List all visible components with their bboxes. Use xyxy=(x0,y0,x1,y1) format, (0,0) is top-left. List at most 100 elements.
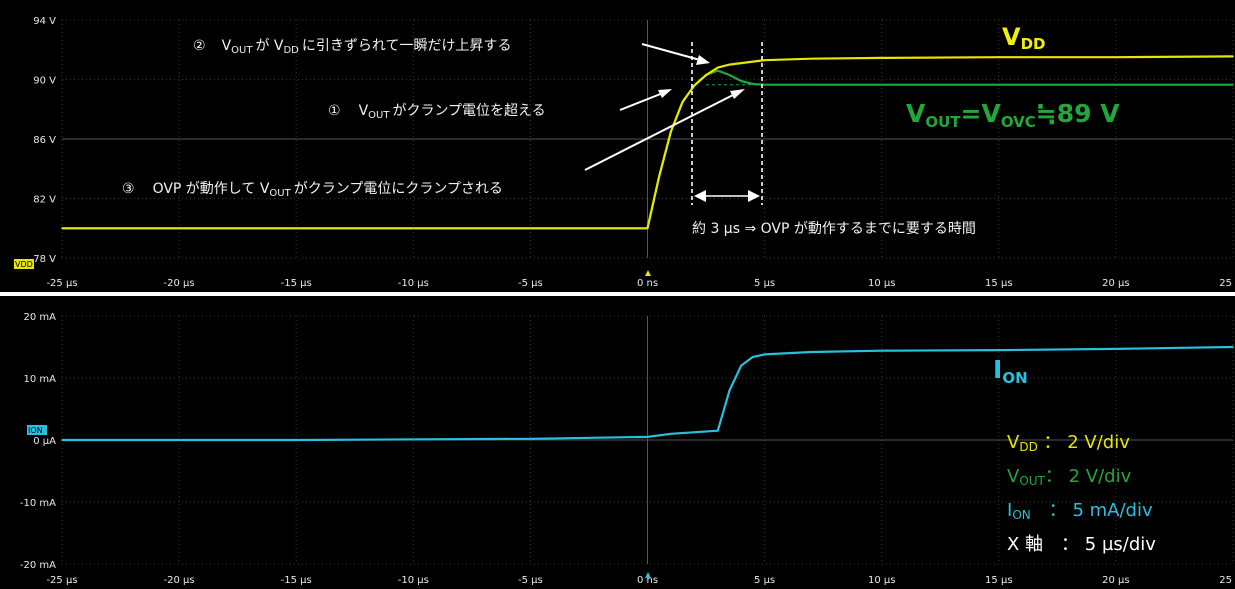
data-point-vout xyxy=(998,83,1000,86)
x-tick-label: 25 µs xyxy=(1219,575,1235,586)
delay-bracket xyxy=(691,42,763,205)
x-tick-label: -20 µs xyxy=(164,278,195,289)
data-point-ion xyxy=(670,433,672,435)
y-tick-label: 78 V xyxy=(33,254,56,265)
vdd-channel-marker: VDD xyxy=(14,259,34,269)
annotation-2: ② VOUT が VDD に引きずられて一瞬だけ上昇する xyxy=(193,38,511,56)
x-tick-label: -15 µs xyxy=(281,575,312,586)
data-point-vdd xyxy=(693,84,696,87)
scale-legend-row: VOUT： 2 V/div xyxy=(1007,466,1132,488)
traces xyxy=(61,55,1234,442)
trigger-marker-bottom xyxy=(645,572,651,578)
data-point-vdd xyxy=(880,57,883,59)
data-point-vout xyxy=(880,83,883,86)
y-tick-label: 82 V xyxy=(33,195,56,206)
data-point-ion xyxy=(1115,348,1117,350)
data-point-vdd xyxy=(716,66,719,69)
x-tick-label: 20 µs xyxy=(1102,575,1129,586)
y-tick-label: 20 mA xyxy=(24,312,57,323)
data-point-ion xyxy=(295,439,298,441)
data-point-vdd xyxy=(1232,55,1234,58)
y-tick-label: 0 µA xyxy=(33,436,56,447)
x-tick-label: -25 µs xyxy=(46,278,77,289)
data-point-vdd xyxy=(670,130,672,133)
tick-labels: -25 µs -20 µs -15 µs -10 µs -5 µs 0 ns 5 µs 10 … xyxy=(20,16,1235,586)
x-tick-label: -10 µs xyxy=(398,278,429,289)
ion-channel-marker: ION xyxy=(27,425,47,435)
x-tick-label: 10 µs xyxy=(868,575,895,586)
annotation-arrows xyxy=(584,43,745,171)
data-point-ion xyxy=(740,364,742,367)
x-tick-label: 5 µs xyxy=(754,575,775,586)
vdd-label: VDD xyxy=(1002,23,1045,53)
data-point-vdd xyxy=(752,60,754,63)
svg-text:ION: ION xyxy=(28,426,43,435)
data-point-ion xyxy=(61,439,63,441)
x-tick-label: 25 µs xyxy=(1219,278,1235,289)
x-tick-label: 0 ns xyxy=(637,575,658,586)
data-point-vdd xyxy=(646,227,649,230)
x-tick-label: 5 µs xyxy=(754,278,775,289)
data-point-vout xyxy=(810,83,813,86)
data-point-vdd xyxy=(412,227,415,230)
data-point-ion xyxy=(1232,346,1234,348)
y-tick-label: 10 mA xyxy=(24,374,57,385)
scale-legend-row: ION ： 5 mA/div xyxy=(1007,500,1153,522)
x-tick-label: 10 µs xyxy=(868,278,895,289)
trigger-marker-top xyxy=(645,270,651,276)
x-tick-label: -10 µs xyxy=(398,575,429,586)
data-point-ion xyxy=(810,351,813,353)
data-point-vout xyxy=(740,80,742,82)
data-point-ion xyxy=(880,349,883,352)
x-tick-label: 0 ns xyxy=(637,278,658,289)
x-tick-label: -5 µs xyxy=(518,278,543,289)
x-tick-label: 15 µs xyxy=(985,278,1012,289)
data-point-ion xyxy=(529,437,532,440)
svg-text:VDD: VDD xyxy=(15,260,33,269)
data-point-ion xyxy=(728,389,731,392)
voltage-panel-bg xyxy=(0,0,1235,292)
y-tick-label: -20 mA xyxy=(20,560,56,571)
data-point-vout xyxy=(1115,83,1117,86)
vout-label: VOUT=VOVC≒89 V xyxy=(906,99,1120,131)
y-tick-label: -10 mA xyxy=(20,498,56,509)
data-point-vdd xyxy=(705,74,707,76)
y-tick-label: 94 V xyxy=(33,16,56,27)
x-tick-label: 20 µs xyxy=(1102,278,1129,289)
data-point-vout xyxy=(763,83,766,86)
annotation-3: ③ OVP が動作して VOUT がクランプ電位にクランプされる xyxy=(122,181,503,199)
current-panel-bg xyxy=(0,296,1235,589)
x-tick-label: -20 µs xyxy=(164,575,195,586)
y-tick-label: 90 V xyxy=(33,76,56,87)
scale-legend: VDD ： 2 V/div VOUT： 2 V/div ION ： 5 mA/div… xyxy=(1007,432,1156,555)
data-point-vout xyxy=(728,74,731,76)
data-point-vout xyxy=(1232,83,1234,86)
x-tick-label: 15 µs xyxy=(985,575,1012,586)
data-point-vout xyxy=(716,69,719,72)
data-point-vdd xyxy=(728,63,731,66)
data-point-vdd xyxy=(658,175,661,177)
data-point-vdd xyxy=(1115,56,1117,58)
data-point-vdd xyxy=(61,227,63,230)
annotation-1: ① VOUT がクランプ電位を超える xyxy=(328,103,546,121)
series-line-vdd xyxy=(62,55,1234,230)
y-tick-label: 86 V xyxy=(33,135,56,146)
x-tick-label: -25 µs xyxy=(46,575,77,586)
delay-annotation: 約 3 µs ⇒ OVP が動作するまでに要する時間 xyxy=(692,221,976,237)
data-point-ion xyxy=(752,356,754,358)
data-point-ion xyxy=(998,349,1000,351)
data-point-ion xyxy=(763,353,766,356)
x-tick-label: -5 µs xyxy=(518,575,543,586)
data-point-vdd xyxy=(998,56,1000,58)
data-point-ion xyxy=(646,436,649,438)
scale-legend-row: VDD ： 2 V/div xyxy=(1007,432,1130,454)
scale-legend-row: X 軸 ： 5 µs/div xyxy=(1007,534,1156,555)
ion-label: ION xyxy=(993,355,1028,387)
data-point-ion xyxy=(716,429,719,432)
x-tick-label: -15 µs xyxy=(281,278,312,289)
data-point-vout xyxy=(752,83,754,85)
data-point-vdd xyxy=(810,57,813,60)
data-point-vdd xyxy=(763,59,766,61)
data-point-vdd xyxy=(740,62,742,64)
